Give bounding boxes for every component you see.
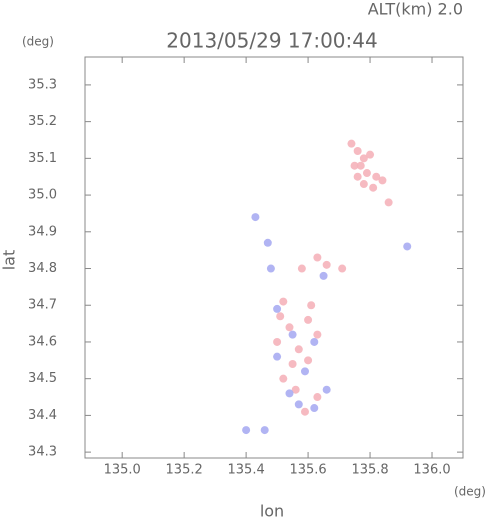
y-unit: (deg) [22,35,54,49]
echo-point [304,315,313,324]
y-tick-label: 34.3 [28,445,57,460]
echo-point [313,330,322,339]
echo-point [359,180,368,189]
echo-point [338,264,347,273]
echo-point [276,312,285,321]
echo-point [372,172,381,181]
x-tick-label: 135.8 [351,463,388,478]
y-tick-label: 35.3 [28,77,57,92]
x-tick-label: 135.4 [228,463,265,478]
y-tick-label: 35.1 [28,151,57,166]
x-tick-label: 135.6 [289,463,326,478]
echo-point [353,172,362,181]
echo-point [297,264,306,273]
echo-point [319,271,328,280]
echo-point [273,352,282,361]
chart-title: 2013/05/29 17:00:44 [166,29,377,53]
echo-point [359,154,368,163]
x-tick-label: 136.0 [413,463,450,478]
echo-point [304,356,313,365]
echo-point [350,161,359,170]
y-tick-label: 35.0 [28,188,57,203]
echo-point [251,213,260,222]
echo-point [279,374,288,383]
x-tick-label: 135.0 [104,463,141,478]
echo-point [356,161,365,170]
echo-point [322,385,331,394]
x-axis-label: lon [260,502,284,521]
echo-point [307,301,316,310]
echo-point [300,407,309,416]
echo-point [266,264,275,273]
y-axis-label: lat [0,250,19,271]
echo-point [285,389,294,398]
y-tick-label: 34.7 [28,298,57,313]
altitude-annotation: ALT(km) 2.0 [368,0,463,19]
echo-point [242,426,251,435]
y-tick-label: 34.4 [28,408,57,423]
echo-point [300,367,309,376]
y-tick-label: 34.6 [28,334,57,349]
echo-point [291,385,300,394]
echo-point [285,323,294,332]
echo-point [322,260,331,269]
plot-frame [84,56,464,459]
echo-point [273,304,282,313]
y-tick-label: 34.8 [28,261,57,276]
echo-point [294,400,303,409]
echo-point [347,139,356,148]
echo-point [263,238,272,247]
echo-point [403,242,412,251]
echo-point [294,345,303,354]
echo-point [366,150,375,159]
echo-point [378,176,387,185]
y-tick-label: 35.2 [28,114,57,129]
echo-point [353,147,362,156]
echo-point [313,393,322,402]
echo-point [279,297,288,306]
echo-point [288,330,297,339]
echo-point [369,183,378,192]
echo-point [384,198,393,207]
echo-point [273,337,282,346]
y-tick-label: 34.9 [28,224,57,239]
echo-point [288,359,297,368]
x-unit: (deg) [454,485,486,499]
y-tick-label: 34.5 [28,371,57,386]
echo-point [310,337,319,346]
echo-point [310,404,319,413]
echo-point [260,426,269,435]
x-tick-label: 135.2 [166,463,203,478]
echo-point [313,253,322,262]
echo-point [362,169,371,178]
